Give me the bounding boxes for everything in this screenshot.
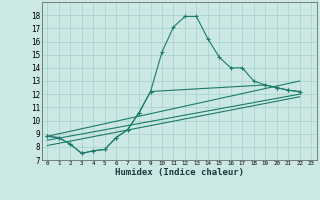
X-axis label: Humidex (Indice chaleur): Humidex (Indice chaleur) [115, 168, 244, 177]
